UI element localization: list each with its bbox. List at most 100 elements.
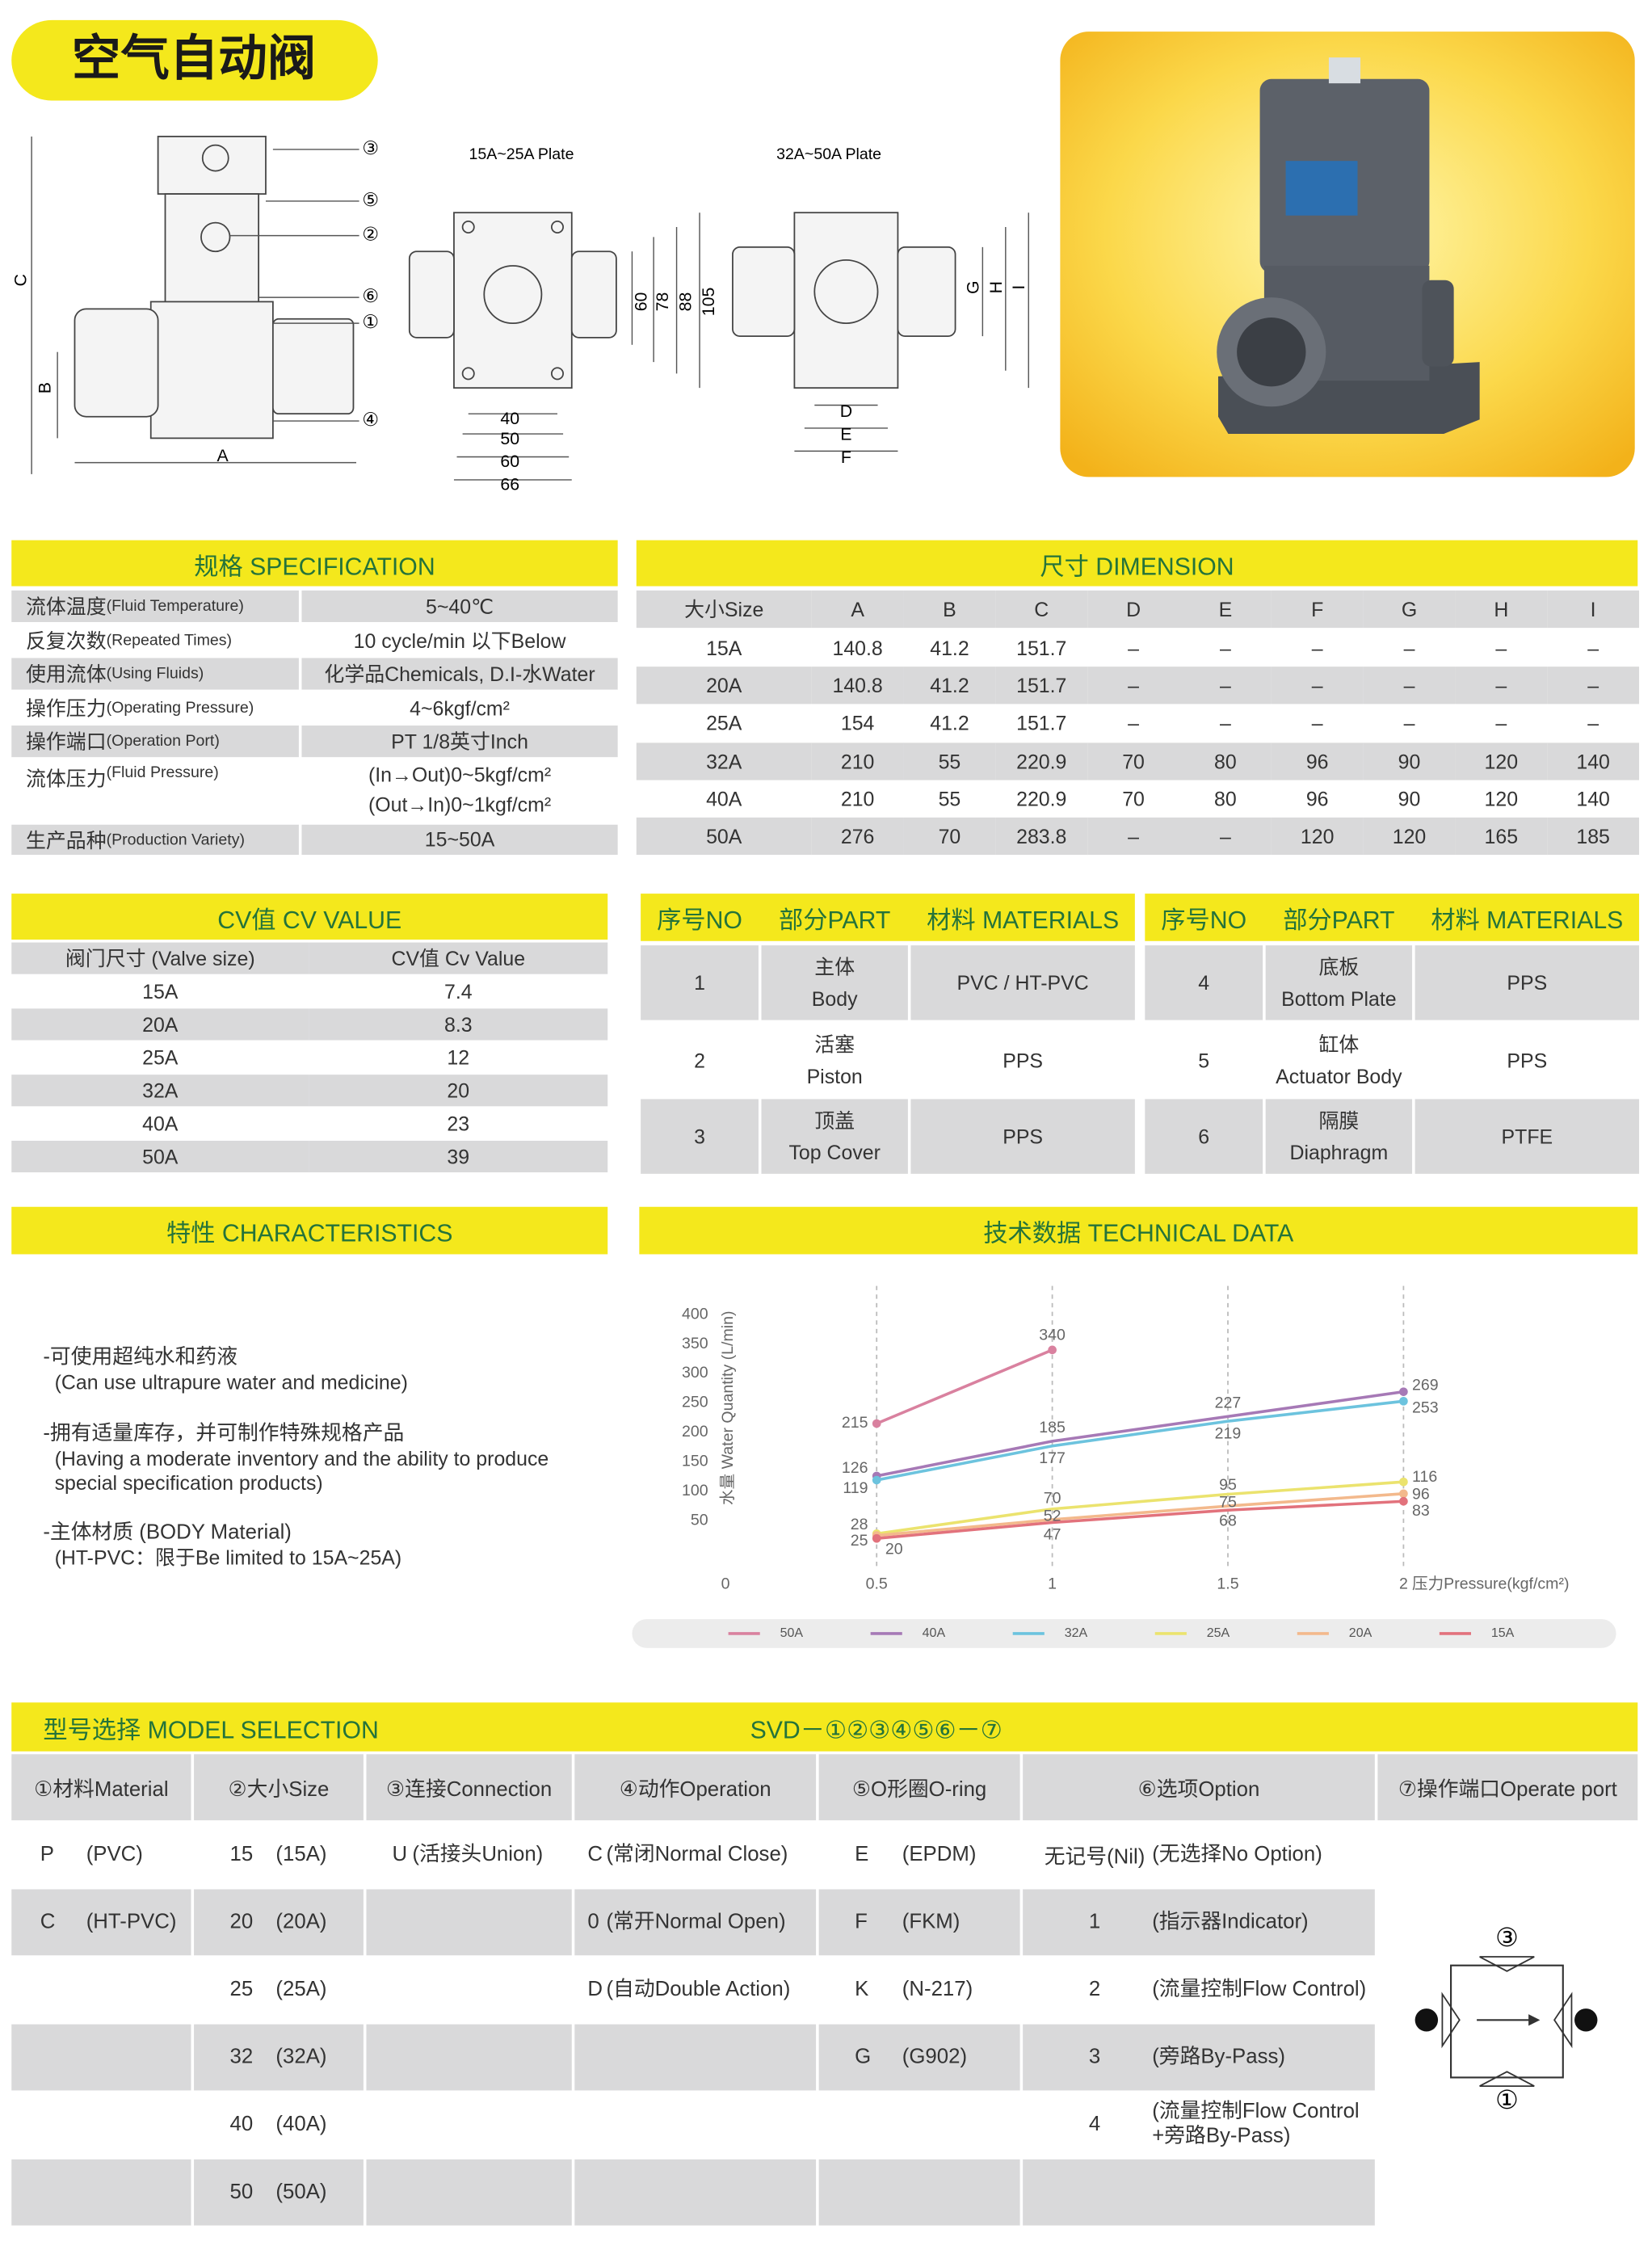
small-plate-view: 15A~25A Plate 40 50 60 66 60 78 88 105 <box>408 145 718 494</box>
dimension-cell: 25A <box>706 711 742 735</box>
dimension-cell: 151.7 <box>995 667 1088 705</box>
model-option-desc: (自动Double Action) <box>606 1977 791 2001</box>
model-option-code: 25 <box>229 1978 254 2002</box>
dimension-cell: 90 <box>1398 787 1421 810</box>
dimension-cell: 140.8 <box>811 667 904 705</box>
dimension-cell: 41.2 <box>930 636 969 660</box>
callout: ④ <box>362 409 379 430</box>
valve-bore <box>1237 318 1306 387</box>
model-option: F (FKM) <box>819 1889 1020 1955</box>
part-material: PTFE <box>1414 1099 1640 1174</box>
dimension-cell: – <box>1271 667 1364 705</box>
dim-label: C <box>11 274 30 286</box>
y-tick-label: 150 <box>682 1453 708 1470</box>
dim-label: 60 <box>632 292 651 311</box>
model-row-bg <box>194 2159 364 2226</box>
dimension-cell: 70 <box>903 817 996 856</box>
hole <box>461 367 475 381</box>
model-option-desc: (15A) <box>275 1842 327 1866</box>
data-label: 83 <box>1412 1502 1430 1520</box>
characteristic-item: -拥有适量库存，并可制作特殊规格产品 (Having a moderate inv… <box>43 1423 603 1495</box>
cv-cell: 25A <box>142 1045 179 1070</box>
spec-label-en: (Fluid Temperature) <box>106 597 244 616</box>
dimension-cell: 55 <box>938 787 961 810</box>
legend-label: 40A <box>923 1626 946 1640</box>
dimension-cell: – <box>1128 636 1139 660</box>
dimension-cell: – <box>1455 667 1548 705</box>
series-dot <box>872 1419 881 1428</box>
spec-label-en: (Fluid Pressure) <box>106 764 219 782</box>
data-label: 215 <box>842 1414 868 1432</box>
series-line <box>876 1348 1053 1425</box>
spec-value: 4~6kgf/cm² <box>301 692 617 724</box>
spec-label-cn: 生产品种 <box>26 828 107 852</box>
model-option-code: C <box>40 1911 56 1934</box>
model-option-desc: (指示器Indicator) <box>1152 1910 1309 1933</box>
port-label: ① <box>1495 2085 1519 2114</box>
characteristic-en: (Can use ultrapure water and medicine) <box>54 1370 408 1394</box>
part-name-cn: 隔膜 <box>1318 1108 1360 1133</box>
model-option-desc: (25A) <box>275 1977 327 2001</box>
callout: ② <box>362 224 379 245</box>
data-label: 95 <box>1219 1476 1237 1494</box>
dimension-header: E <box>1179 590 1272 629</box>
model-option: U (活接头Union) <box>366 1822 571 1888</box>
spec-value: (In→Out)0~5kgf/cm² (Out→In)0~1kgf/cm² <box>301 759 617 822</box>
model-option: 40 (40A) <box>194 2092 364 2158</box>
dimension-cell: – <box>1219 636 1231 660</box>
data-label: 269 <box>1412 1377 1439 1394</box>
dimension-cell: – <box>1495 636 1507 660</box>
part-name-cn: 顶盖 <box>814 1108 855 1133</box>
dimension-cell: 15A <box>706 636 742 660</box>
valve-union-right <box>1422 280 1454 367</box>
data-label: 126 <box>842 1459 868 1477</box>
model-row-bg <box>11 2024 191 2091</box>
model-row-bg <box>818 2159 1020 2226</box>
model-option-desc: (N-217) <box>902 1977 973 2001</box>
dimension-cell: 90 <box>1363 742 1456 780</box>
cv-cell: 7.4 <box>443 979 473 1003</box>
dimension-cell: 41.2 <box>903 667 996 705</box>
dimension-cell: 165 <box>1455 817 1548 856</box>
dimension-cell: 283.8 <box>995 817 1088 856</box>
view-title: 32A~50A Plate <box>776 145 881 163</box>
dimension-cell: – <box>1547 667 1640 705</box>
model-option-code: 15 <box>229 1843 254 1867</box>
model-row-bg <box>11 1889 191 1956</box>
port-triangle <box>1479 1956 1535 1972</box>
valve-indicator <box>1328 57 1361 84</box>
parts-header: 部分PART <box>779 906 891 934</box>
pipe-right <box>271 318 355 415</box>
dimension-header: D <box>1087 590 1179 629</box>
data-label: 70 <box>1044 1489 1061 1507</box>
dimension-cell: 154 <box>840 711 875 735</box>
data-label: 75 <box>1219 1494 1237 1512</box>
section-header: 尺寸 DIMENSION <box>636 540 1638 587</box>
model-option-code: F <box>855 1911 868 1934</box>
parts-header-band <box>1145 894 1640 941</box>
model-row-bg <box>11 2159 191 2226</box>
model-option-code: 1 <box>1088 1911 1101 1934</box>
model-option: 3 (旁路By-Pass) <box>1023 2025 1375 2091</box>
parts-header: 材料 MATERIALS <box>927 906 1120 934</box>
model-row-bg <box>1023 2159 1375 2226</box>
model-option-code: P <box>40 1843 54 1867</box>
spec-label-en: (Production Variety) <box>106 831 246 849</box>
dimension-header: G <box>1363 590 1456 629</box>
dimension-cell: – <box>1403 636 1415 660</box>
model-row-bg <box>194 1889 364 1956</box>
y-tick-label: 100 <box>682 1482 708 1499</box>
dimension-cell: – <box>1587 636 1599 660</box>
dimension-cell: 140.8 <box>832 636 883 660</box>
dimension-cell: – <box>1403 711 1415 735</box>
callout: ⑥ <box>362 285 379 306</box>
model-row-bg <box>818 1889 1020 1956</box>
parts-header: 材料 MATERIALS <box>1431 906 1624 934</box>
model-row-bg <box>366 2159 572 2226</box>
dim-label: 60 <box>500 452 519 471</box>
product-photo <box>1060 32 1635 477</box>
parts-header-band <box>641 894 1135 941</box>
model-column-header: ⑦操作端口Operate port <box>1377 1754 1638 1821</box>
large-plate-view: 32A~50A Plate D E F G H I <box>732 145 1029 467</box>
